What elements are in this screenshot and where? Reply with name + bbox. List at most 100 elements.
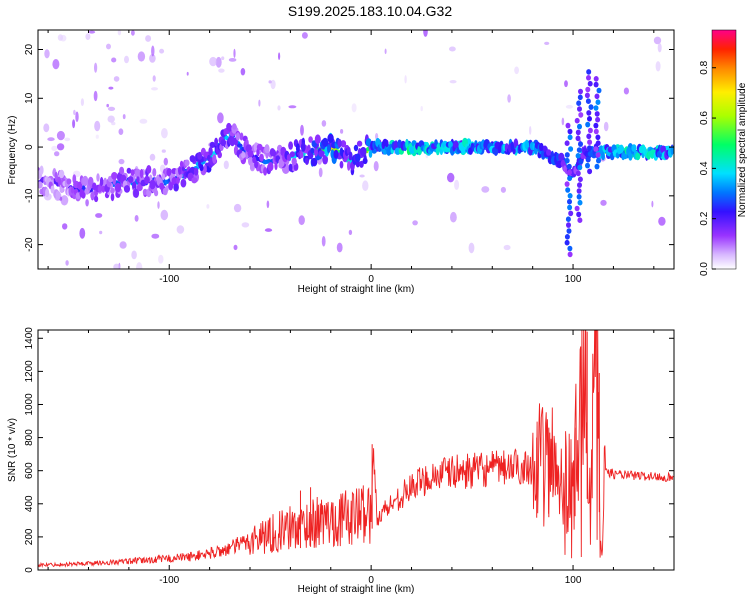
ridge-mark [314, 148, 318, 157]
ridge-mark [512, 148, 516, 155]
snr-x-axis-label: Height of straight line (km) [298, 584, 415, 595]
streak-mark [596, 87, 602, 94]
chart-title: S199.2025.183.10.04.G32 [288, 3, 452, 19]
y-tick-label: 20 [24, 44, 35, 56]
ridge-mark [635, 152, 641, 160]
ridge-mark [199, 164, 204, 172]
speckle-mark [318, 167, 323, 178]
speckle-mark [544, 41, 550, 46]
speckle-mark [603, 121, 609, 132]
ridge-mark [356, 140, 363, 147]
ridge-mark [110, 187, 115, 194]
streak-mark [577, 217, 583, 223]
ridge-mark [229, 136, 236, 147]
speckle-mark [44, 49, 50, 59]
speckle-mark [373, 161, 379, 172]
speckle-mark [93, 90, 98, 102]
streak-mark [588, 104, 594, 110]
speckle-mark [131, 30, 135, 36]
ridge-mark [304, 157, 309, 165]
speckle-mark [56, 143, 65, 151]
streak-mark [593, 146, 599, 152]
speckle-mark [503, 244, 511, 251]
speckle-mark [61, 223, 68, 230]
speckle-mark [600, 199, 607, 206]
ridge-mark [264, 144, 270, 154]
speckle-mark [359, 174, 365, 178]
speckle-mark [113, 263, 120, 269]
speckle-mark [288, 105, 297, 109]
speckle-mark [60, 195, 69, 206]
ridge-mark [247, 149, 254, 158]
streak-mark [578, 88, 583, 95]
colorbar-gradient [711, 29, 737, 270]
ridge-mark [119, 166, 125, 175]
streak-mark [577, 106, 582, 112]
ridge-mark [111, 172, 118, 180]
streak-mark [568, 146, 574, 152]
ridge-mark [256, 148, 260, 157]
speckle-mark [301, 32, 308, 39]
ridge-mark [226, 122, 232, 131]
speckle-mark [404, 75, 407, 84]
ridge-mark [513, 138, 519, 149]
speckle-mark [95, 134, 99, 139]
streak-mark [567, 134, 573, 141]
speckle-mark [655, 61, 661, 72]
ridge-mark [39, 165, 44, 175]
streak-mark [564, 152, 570, 158]
ridge-mark [159, 182, 165, 190]
streak-mark [577, 199, 583, 206]
streak-mark [577, 176, 583, 183]
ridge-mark [114, 182, 122, 193]
ridge-mark [212, 154, 217, 164]
speckle-mark [658, 216, 666, 226]
ridge-mark [333, 149, 339, 159]
streak-mark [566, 163, 572, 170]
ridge-mark [318, 150, 325, 158]
speckle-mark [108, 86, 114, 90]
ridge-mark [58, 169, 65, 179]
speckle-mark [384, 48, 387, 55]
speckle-mark [176, 225, 185, 234]
ridge-mark [322, 154, 328, 165]
streak-mark [595, 140, 601, 146]
ridge-mark [214, 137, 219, 147]
streak-mark [566, 228, 572, 234]
streak-mark [564, 140, 570, 146]
ridge-mark [289, 151, 295, 158]
ridge-mark [288, 163, 293, 172]
snr-y-axis-label: SNR (10 * v/v) [7, 418, 18, 482]
ridge-mark [327, 144, 331, 154]
streak-mark [567, 169, 572, 176]
ridge-mark [103, 177, 107, 186]
speckle-mark [233, 48, 236, 59]
streak-mark [596, 157, 601, 164]
streak-mark [585, 86, 591, 93]
speckle-mark [118, 158, 125, 165]
ridge-mark [250, 162, 255, 170]
speckle-mark [163, 157, 168, 166]
streak-mark [565, 122, 571, 129]
ridge-mark [152, 168, 157, 177]
streak-mark [587, 80, 593, 87]
x-tick-label: 0 [368, 274, 374, 285]
streak-mark [567, 175, 573, 182]
streak-mark [584, 92, 590, 99]
ridge-mark [256, 143, 263, 151]
streak-mark [593, 105, 599, 111]
ridge-mark [460, 144, 466, 154]
ridge-mark [38, 181, 43, 189]
streak-mark [574, 205, 580, 212]
speckle-mark [449, 80, 457, 84]
spectrogram-y-axis-label: Frequency (Hz) [7, 116, 18, 185]
ridge-mark [365, 138, 372, 147]
speckle-mark [270, 79, 276, 90]
speckle-mark [145, 35, 152, 42]
ridge-mark [339, 160, 344, 169]
streak-mark [564, 239, 570, 246]
speckle-mark [336, 242, 343, 253]
ridge-mark [235, 132, 240, 141]
